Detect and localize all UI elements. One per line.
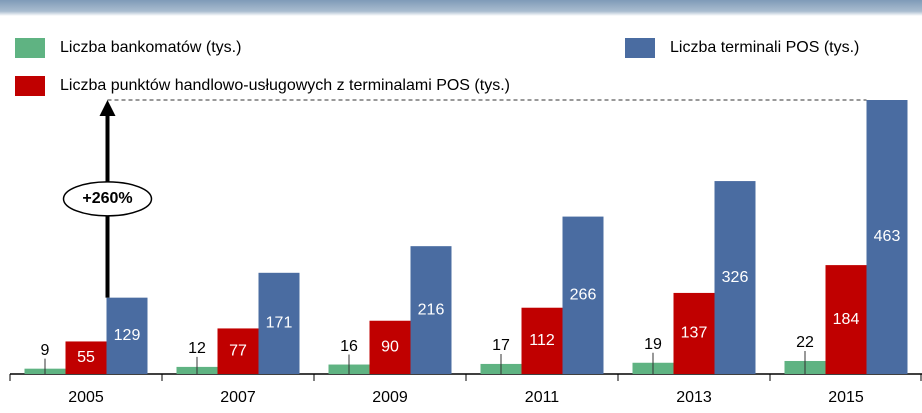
data-label: 12 [188,340,206,357]
x-tick-label: 2015 [828,389,864,406]
legend-swatch [625,38,655,58]
x-tick-label: 2011 [525,389,560,406]
data-label: 171 [266,315,293,332]
bar [714,181,756,374]
data-label: 22 [796,334,814,351]
arrow-head [99,100,116,116]
bar [866,100,908,374]
legend-label: Liczba terminali POS (tys.) [670,39,859,56]
legend-label: Liczba bankomatów (tys.) [60,39,241,56]
annotation-bubble [62,181,153,217]
data-label: 16 [340,338,358,355]
bar [106,297,148,374]
bar [562,216,604,374]
annotation: +260% [82,190,132,207]
data-label: 463 [874,228,901,245]
data-label: 90 [381,339,399,356]
bar [521,307,563,374]
data-label: 9 [41,342,50,359]
bar [217,328,259,374]
legend-swatch [15,76,45,96]
data-label: 326 [722,269,749,286]
data-label: 137 [681,325,708,342]
x-tick-label: 2005 [68,389,104,406]
data-label: 112 [529,332,555,349]
header-band [0,0,922,16]
x-tick-label: 2013 [676,389,712,406]
x-tick-label: 2007 [220,389,256,406]
data-label: 55 [77,349,95,366]
data-label: 216 [418,301,445,318]
legend-label: Liczba punktów handlowo-usługowych z ter… [60,77,510,94]
data-label: 77 [229,342,247,359]
data-label: 17 [492,337,510,354]
bar [65,341,107,374]
bar [825,265,867,374]
bar [369,320,411,374]
data-label: 184 [833,311,860,328]
bar [673,292,715,374]
data-label: 266 [570,287,597,304]
data-label: 129 [114,327,141,344]
legend-swatch [15,38,45,58]
x-tick-label: 2009 [372,389,408,406]
data-label: 19 [644,336,662,353]
bar [410,246,452,374]
bar [258,272,300,374]
